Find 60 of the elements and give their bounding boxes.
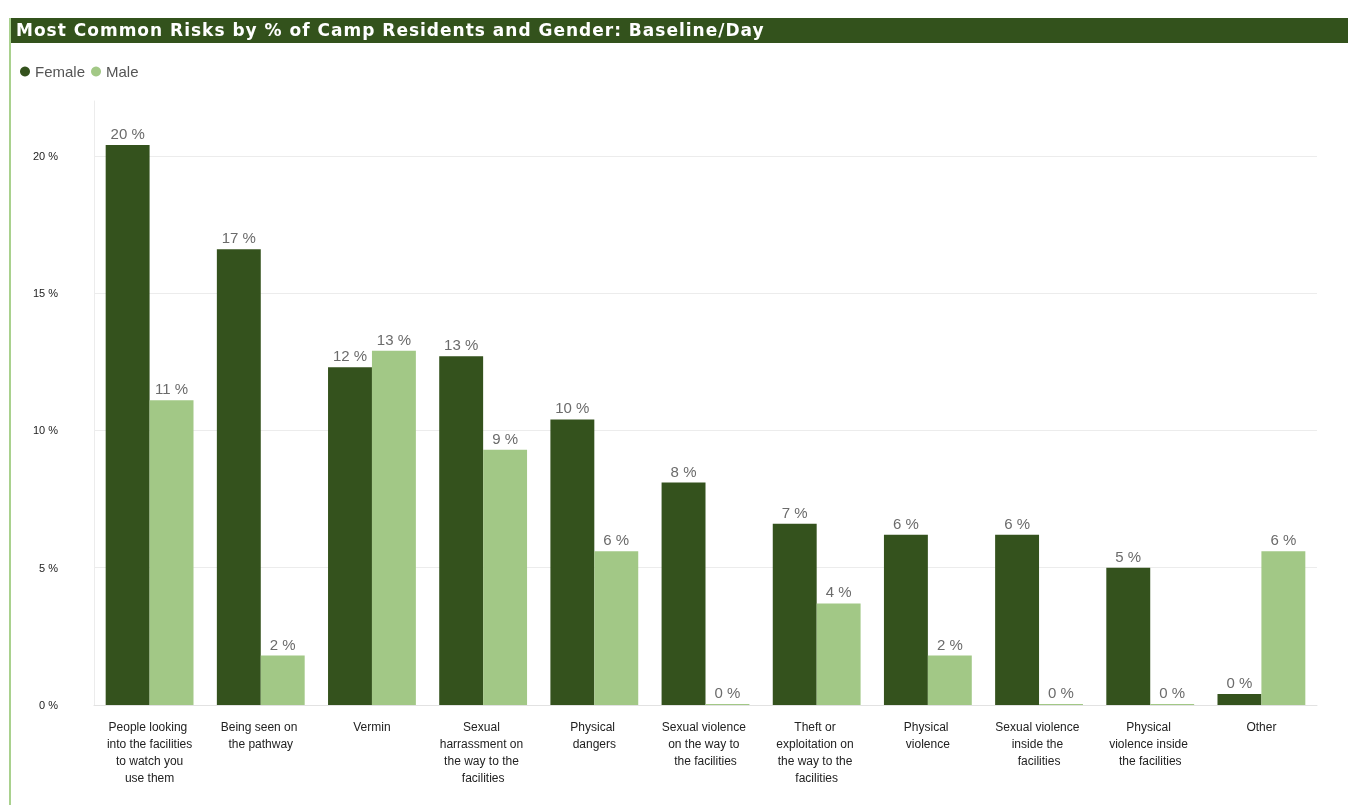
x-tick-label: Physical violence inside the facilities: [1109, 719, 1192, 768]
bar: [439, 356, 484, 705]
x-tick-label: Physical dangers: [570, 719, 619, 751]
data-label: 0 %: [1048, 684, 1074, 701]
bar: [371, 350, 416, 705]
data-label: 6 %: [1270, 531, 1297, 549]
data-label: 6 %: [892, 514, 919, 532]
legend-label: Female: [35, 63, 86, 80]
x-tick-label: Other: [1246, 719, 1277, 734]
data-label: 7 %: [781, 503, 808, 521]
bar: [550, 419, 595, 705]
data-label: 12 %: [332, 347, 368, 365]
data-label: 8 %: [670, 462, 697, 480]
bar: [772, 523, 817, 705]
bar: [594, 551, 639, 705]
data-label: 2 %: [936, 635, 963, 653]
data-label: 10 %: [555, 399, 590, 417]
bar: [661, 482, 706, 705]
y-tick-label: 20 %: [32, 149, 59, 162]
legend-label: Male: [106, 63, 139, 80]
bar: [1217, 694, 1262, 705]
bar: [216, 249, 261, 705]
data-label: 0 %: [714, 684, 741, 701]
bar: [260, 655, 305, 705]
x-tick-label: Sexual violence inside the facilities: [995, 719, 1083, 768]
bar: [995, 534, 1040, 705]
data-label: 6 %: [603, 531, 630, 549]
bar: [105, 144, 150, 705]
data-label: 9 %: [492, 429, 519, 447]
data-label: 5 %: [1115, 547, 1142, 565]
data-label: 11 %: [155, 380, 189, 398]
x-tick-label: Being seen on the pathway: [220, 719, 301, 751]
bar: [1106, 567, 1151, 705]
x-tick-label: People looking into the facilities to watch you use them: [106, 719, 193, 785]
data-label: 13 %: [376, 330, 412, 348]
bar: [1261, 551, 1306, 705]
x-tick-label: Physical violence: [903, 719, 952, 751]
data-label: 2 %: [269, 635, 296, 653]
bar: [149, 400, 194, 705]
y-tick-label: 5 %: [39, 561, 59, 574]
data-label: 13 %: [444, 336, 479, 354]
bar: [927, 655, 972, 705]
bar: [328, 367, 372, 705]
bar: [483, 449, 528, 705]
y-tick-label: 0 %: [39, 699, 59, 711]
x-tick-label: Sexual harrassment on the way to the facilities: [439, 719, 527, 785]
data-label: 20 %: [110, 124, 145, 142]
y-tick-label: 10 %: [32, 424, 59, 437]
x-tick-label: Vermin: [353, 719, 391, 734]
bar: [816, 603, 861, 705]
data-label: 0 %: [1226, 674, 1253, 692]
data-label: 6 %: [1004, 514, 1031, 532]
x-tick-label: Theft or exploitation on the way to the facilities: [776, 719, 858, 785]
x-tick-label: Sexual violence on the way to the facilities: [661, 719, 750, 768]
data-label: 0 %: [1159, 684, 1186, 701]
bar: [883, 534, 928, 705]
data-label: 17 %: [221, 229, 256, 247]
y-tick-label: 15 %: [32, 287, 59, 300]
data-label: 4 %: [825, 583, 852, 601]
chart-title: Most Common Risks by % of Camp Residents and Gender: Baseline/Day: [11, 18, 1348, 43]
